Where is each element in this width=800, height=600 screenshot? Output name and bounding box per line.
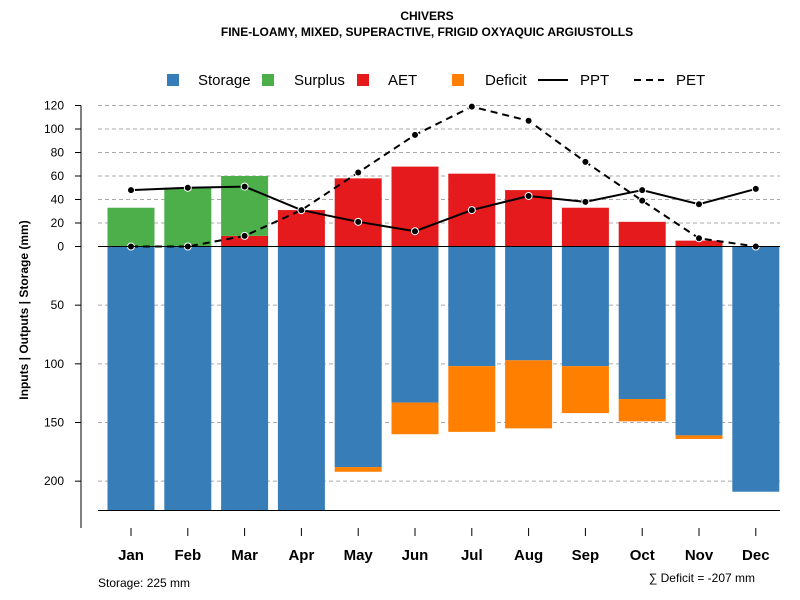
x-tick-label: Feb [174, 547, 201, 564]
storage-bar [732, 246, 780, 492]
aet-bar [561, 207, 609, 247]
storage-bar [675, 246, 723, 436]
storage-bar [561, 246, 609, 367]
legend-label: Surplus [294, 72, 345, 89]
pet-point [240, 231, 249, 240]
chart-subtitle: FINE-LOAMY, MIXED, SUPERACTIVE, FRIGID O… [221, 25, 633, 39]
storage-note: Storage: 225 mm [98, 576, 190, 590]
y-tick-label: 0 [57, 240, 64, 254]
x-tick-label: Dec [742, 547, 770, 564]
surplus-bar [164, 187, 212, 247]
pet-point [354, 168, 363, 177]
pet-point [524, 116, 533, 125]
ppt-point [695, 200, 703, 209]
y-tick-label: 200 [44, 474, 64, 488]
storage-bar [448, 246, 496, 367]
deficit-bar [675, 435, 723, 439]
bars [107, 166, 780, 511]
deficit-bar [448, 366, 496, 432]
y-tick-label: 100 [44, 357, 64, 371]
storage-bar [505, 246, 553, 361]
ppt-point [240, 182, 249, 191]
axes: 0 20 40 60 80 100 120 50 100 150 200 Jan Feb Mar Apr Ma… [44, 99, 780, 564]
deficit-bar [561, 366, 609, 414]
aet-bar [334, 178, 382, 247]
x-tick-label: Aug [514, 547, 543, 564]
storage-bar [391, 246, 439, 403]
pet-point [695, 234, 703, 243]
ppt-point [524, 191, 533, 200]
y-tick-label: 60 [51, 169, 65, 183]
x-tick-label: Oct [630, 547, 655, 564]
y-tick-label: 50 [51, 298, 65, 312]
y-axis-label: Inputs | Outputs | Storage (mm) [17, 220, 31, 399]
ppt-point [297, 206, 306, 215]
x-tick-label: Sep [572, 547, 600, 564]
storage-bar [334, 246, 382, 468]
y-tick-label: 80 [51, 146, 65, 160]
x-tick-label: Apr [288, 547, 314, 564]
y-tick-label: 150 [44, 416, 64, 430]
pet-point [411, 130, 419, 139]
pet-point [638, 196, 647, 205]
y-tick-label: 40 [51, 193, 65, 207]
legend-label: PET [676, 72, 705, 89]
storage-bar [107, 246, 155, 511]
y-tick-label: 20 [51, 216, 65, 230]
legend-label: AET [388, 72, 417, 89]
x-tick-label: Mar [231, 547, 258, 564]
x-tick-label: Nov [685, 547, 714, 564]
ppt-point [411, 227, 419, 236]
aet-bar [618, 221, 666, 247]
storage-bar [618, 246, 666, 400]
ppt-point [581, 197, 590, 206]
legend-swatch [262, 74, 274, 86]
deficit-bar [618, 399, 666, 422]
x-tick-label: Jun [402, 547, 429, 564]
ppt-point [638, 186, 647, 195]
ppt-line [130, 185, 757, 233]
ppt-point [751, 184, 760, 193]
legend-swatch [357, 74, 369, 86]
ppt-point [183, 183, 192, 192]
x-tick-label: May [344, 547, 374, 564]
aet-bar [675, 240, 723, 247]
aet-bar [221, 235, 269, 247]
pet-point [581, 157, 590, 166]
storage-bar [164, 246, 212, 511]
legend: Storage Surplus AET Deficit PPT PET [167, 72, 705, 89]
gridlines [98, 105, 780, 482]
chart-title: CHIVERS [400, 9, 453, 23]
y-tick-label: 120 [44, 99, 64, 113]
storage-bar [277, 246, 325, 511]
deficit-bar [391, 402, 439, 435]
surplus-bar [107, 207, 155, 247]
deficit-bar [334, 467, 382, 472]
storage-bar [221, 246, 269, 511]
ppt-point [467, 206, 476, 215]
legend-label: Deficit [485, 72, 528, 89]
deficit-bar [505, 360, 553, 429]
legend-swatch [167, 74, 179, 86]
x-tick-label: Jan [118, 547, 144, 564]
legend-label: PPT [580, 72, 609, 89]
x-tick-label: Jul [461, 547, 483, 564]
aet-bar [277, 210, 325, 247]
ppt-point [127, 186, 135, 195]
deficit-note: ∑ Deficit = -207 mm [649, 571, 755, 585]
legend-swatch [452, 74, 464, 86]
pet-point [467, 102, 476, 111]
y-tick-label: 100 [44, 122, 64, 136]
ppt-point [354, 217, 363, 226]
legend-label: Storage [198, 72, 251, 89]
lines [127, 102, 760, 251]
